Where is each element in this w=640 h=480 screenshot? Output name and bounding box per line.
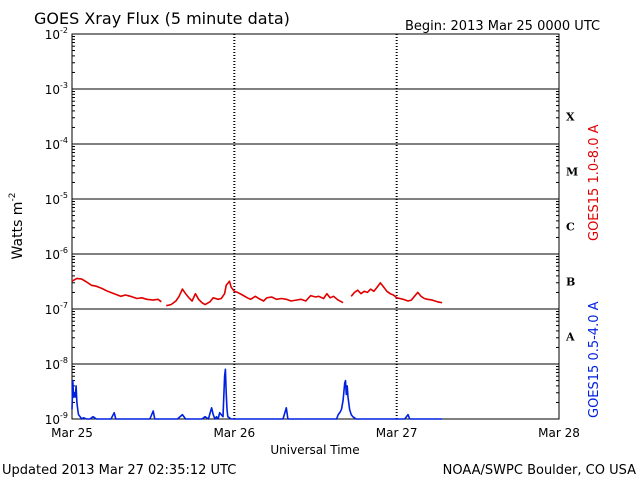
y-axis-label-base: Watts m bbox=[10, 202, 26, 260]
chart-title: GOES Xray Flux (5 minute data) bbox=[34, 9, 290, 28]
updated-text: Updated 2013 Mar 27 02:35:12 UTC bbox=[2, 463, 236, 478]
y-tick-label: 10-9 bbox=[45, 411, 68, 427]
grid-lines bbox=[72, 33, 559, 420]
y-tick-label: 10-6 bbox=[45, 246, 68, 262]
x-tick-label: Mar 26 bbox=[213, 426, 255, 440]
flare-class-label: M bbox=[566, 166, 578, 179]
flare-class-label: A bbox=[565, 331, 575, 344]
begin-label: Begin: 2013 Mar 25 0000 UTC bbox=[405, 19, 600, 34]
data-series bbox=[71, 277, 443, 420]
x-tick-labels: Mar 25 Mar 26 Mar 27 Mar 28 bbox=[51, 426, 580, 440]
y-tick-label: 10-2 bbox=[45, 26, 68, 42]
y-tick-label: 10-3 bbox=[45, 81, 68, 97]
x-axis-label: Universal Time bbox=[270, 443, 359, 457]
y-tick-labels: 10-2 10-3 10-4 10-5 10-6 10-7 10-8 10-9 bbox=[45, 26, 68, 427]
y-tick-label: 10-4 bbox=[45, 136, 68, 152]
y-tick-label: 10-7 bbox=[45, 301, 68, 317]
flare-class-label: B bbox=[566, 276, 575, 289]
plot-area bbox=[71, 33, 560, 420]
flare-class-labels: X M C B A bbox=[565, 111, 578, 344]
series-label-short: GOES15 0.5-4.0 A bbox=[587, 301, 602, 418]
y-axis-label-exp: -2 bbox=[8, 193, 18, 202]
x-tick-label: Mar 25 bbox=[51, 426, 93, 440]
flare-class-label: X bbox=[566, 111, 575, 124]
y-tick-label: 10-8 bbox=[45, 356, 68, 372]
y-tick-label: 10-5 bbox=[45, 191, 68, 207]
series-long-line bbox=[71, 277, 443, 307]
series-label-long: GOES15 1.0-8.0 A bbox=[587, 124, 602, 241]
credit-text: NOAA/SWPC Boulder, CO USA bbox=[443, 463, 636, 478]
flare-class-label: C bbox=[566, 221, 575, 234]
y-axis-label: Watts m-2 bbox=[8, 193, 26, 260]
x-tick-label: Mar 27 bbox=[376, 426, 418, 440]
x-tick-label: Mar 28 bbox=[538, 426, 580, 440]
svg-text:Watts m-2: Watts m-2 bbox=[8, 193, 26, 260]
series-short-line bbox=[71, 368, 443, 420]
